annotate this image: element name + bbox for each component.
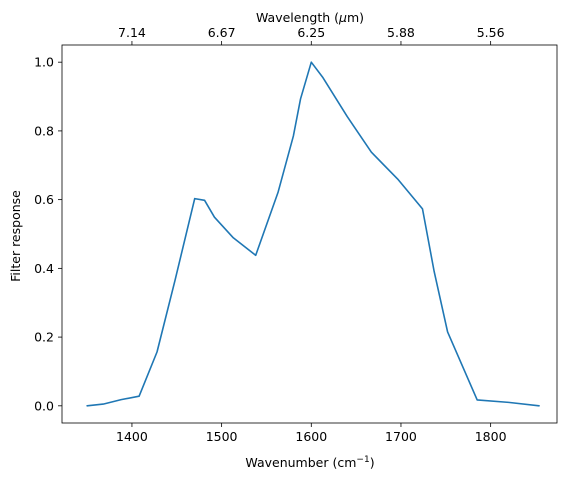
- top-tick-label: 7.14: [118, 25, 146, 40]
- bottom-x-axis: 1400 1500 1600 1700 1800: [116, 423, 507, 444]
- y-tick-label: 0.6: [34, 192, 54, 207]
- x-tick-label: 1400: [116, 429, 148, 444]
- top-axis-title-symbol: μ: [338, 10, 347, 25]
- y-tick-label: 0.4: [34, 261, 54, 276]
- x-axis-title-end: ): [370, 455, 375, 470]
- top-tick-label: 6.67: [208, 25, 236, 40]
- plot-area: [86, 61, 540, 407]
- x-tick-label: 1500: [206, 429, 238, 444]
- top-x-axis: 7.14 6.67 6.25 5.88 5.56: [118, 25, 505, 45]
- y-tick-label: 0.2: [34, 330, 54, 345]
- top-tick-label: 6.25: [297, 25, 325, 40]
- x-tick-label: 1700: [385, 429, 417, 444]
- x-axis-title-superscript: −1: [356, 455, 369, 465]
- y-axis-title: Filter response: [8, 190, 23, 282]
- y-tick-label: 0.0: [34, 398, 54, 413]
- y-tick-label: 1.0: [34, 55, 54, 70]
- x-tick-label: 1600: [295, 429, 327, 444]
- top-tick-label: 5.56: [477, 25, 505, 40]
- y-tick-label: 0.8: [34, 123, 54, 138]
- axes-frame: [61, 44, 558, 424]
- left-y-axis: 0.0 0.2 0.4 0.6 0.8 1.0: [34, 55, 62, 413]
- x-axis-title-main: Wavenumber (cm: [245, 455, 356, 470]
- top-axis-title-main: Wavelength (: [256, 10, 339, 25]
- series-line-filter-response: [86, 61, 540, 407]
- top-axis-title: Wavelength (μm): [256, 10, 364, 25]
- top-tick-label: 5.88: [387, 25, 415, 40]
- top-axis-title-end: m): [347, 10, 364, 25]
- x-tick-label: 1800: [475, 429, 507, 444]
- x-axis-title: Wavenumber (cm−1): [245, 455, 374, 470]
